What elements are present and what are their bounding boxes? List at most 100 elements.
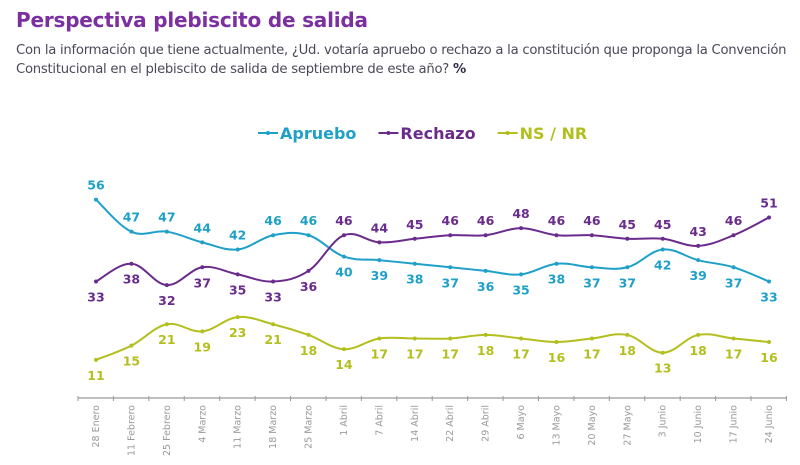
data-point-apruebo — [412, 261, 417, 266]
x-tick-label-10-junio: 10 Junio — [693, 405, 704, 444]
data-point-rechazo — [483, 233, 488, 238]
data-label-apruebo: 39 — [371, 268, 388, 283]
x-tick-label-7-abril: 7 Abril — [374, 405, 385, 436]
legend-item-rechazo: Rechazo — [378, 124, 476, 143]
data-label-rechazo: 48 — [512, 206, 529, 221]
data-label-rechazo: 46 — [442, 213, 460, 228]
data-point-rechazo — [271, 279, 276, 284]
chart-title: Perspectiva plebiscito de salida — [16, 8, 368, 32]
data-label-apruebo: 40 — [335, 265, 353, 280]
data-point-apruebo — [731, 265, 736, 270]
data-point-nsnr — [448, 336, 453, 341]
data-label-nsnr: 15 — [123, 354, 140, 369]
x-tick-label-18-marzo: 18 Marzo — [268, 405, 279, 449]
data-label-apruebo: 33 — [760, 290, 777, 305]
chart-subtitle: Con la información que tiene actualmente… — [16, 41, 796, 79]
data-point-nsnr — [483, 332, 488, 337]
data-point-nsnr — [377, 336, 382, 341]
data-label-rechazo: 32 — [158, 293, 175, 308]
data-point-apruebo — [94, 197, 98, 202]
x-tick-label-11-marzo: 11 Marzo — [233, 405, 244, 449]
subtitle-question: Con la información que tiene actualmente… — [16, 43, 787, 77]
data-label-rechazo: 45 — [654, 217, 671, 232]
data-label-nsnr: 17 — [406, 346, 423, 361]
data-label-apruebo: 38 — [406, 272, 423, 287]
data-point-nsnr — [94, 357, 98, 362]
data-point-nsnr — [554, 340, 559, 345]
data-point-apruebo — [554, 261, 559, 266]
data-label-nsnr: 21 — [264, 332, 281, 347]
data-point-rechazo — [696, 243, 701, 248]
x-tick-label-3-junio: 3 Junio — [658, 405, 669, 438]
data-label-rechazo: 33 — [264, 290, 281, 305]
data-point-apruebo — [341, 254, 346, 259]
data-label-rechazo: 46 — [725, 213, 743, 228]
data-label-apruebo: 47 — [123, 210, 140, 225]
data-point-nsnr — [200, 329, 205, 334]
data-label-nsnr: 17 — [583, 346, 600, 361]
unit-label: % — [453, 62, 466, 77]
data-label-apruebo: 38 — [548, 272, 565, 287]
data-point-apruebo — [519, 272, 524, 277]
data-label-rechazo: 36 — [300, 279, 318, 294]
x-tick-label-28-enero: 28 Enero — [91, 405, 102, 448]
data-point-rechazo — [731, 233, 736, 238]
x-tick-label-14-abril: 14 Abril — [410, 405, 421, 442]
x-tick-label-6-mayo: 6 Mayo — [516, 405, 527, 440]
legend-marker-icon — [386, 131, 391, 135]
series-nsnr — [94, 315, 771, 362]
data-label-apruebo: 47 — [158, 210, 175, 225]
x-tick-label-25-febrero: 25 Febrero — [162, 405, 173, 456]
series-lines — [94, 197, 771, 362]
data-label-nsnr: 16 — [760, 350, 778, 365]
data-label-rechazo: 46 — [477, 213, 495, 228]
data-point-rechazo — [306, 268, 311, 273]
data-point-rechazo — [519, 226, 524, 231]
data-label-nsnr: 17 — [442, 346, 459, 361]
data-point-nsnr — [767, 340, 771, 345]
x-tick-label-24-junio: 24 Junio — [764, 405, 775, 444]
data-point-apruebo — [129, 229, 134, 234]
x-tick-label-20-mayo: 20 Mayo — [587, 405, 598, 446]
data-point-apruebo — [377, 258, 382, 263]
data-label-rechazo: 46 — [548, 213, 566, 228]
data-point-apruebo — [483, 268, 488, 273]
data-label-nsnr: 13 — [654, 361, 671, 376]
data-label-rechazo: 38 — [123, 272, 140, 287]
data-point-apruebo — [306, 233, 311, 238]
data-label-nsnr: 23 — [229, 325, 246, 340]
data-point-nsnr — [306, 332, 311, 337]
series-line-nsnr — [95, 315, 770, 361]
data-label-nsnr: 18 — [689, 343, 706, 358]
data-label-nsnr: 14 — [335, 357, 353, 372]
data-point-nsnr — [412, 336, 417, 341]
data-point-nsnr — [164, 322, 169, 327]
data-point-rechazo — [94, 279, 98, 284]
data-label-nsnr: 21 — [158, 332, 175, 347]
data-label-apruebo: 37 — [583, 275, 600, 290]
x-axis: 28 Enero 11 Febrero 25 Febrero 4 Marzo 11 Ma… — [77, 396, 787, 456]
data-point-apruebo — [164, 229, 169, 234]
data-point-apruebo — [660, 247, 665, 252]
data-label-apruebo: 42 — [654, 257, 671, 272]
data-label-nsnr: 18 — [477, 343, 494, 358]
data-point-rechazo — [448, 233, 453, 238]
x-tick-label-17-junio: 17 Junio — [729, 405, 740, 444]
data-label-apruebo: 35 — [512, 282, 529, 297]
legend-marker-icon — [505, 131, 510, 135]
data-point-rechazo — [341, 233, 346, 238]
data-point-rechazo — [660, 236, 665, 241]
data-point-rechazo — [767, 215, 771, 220]
data-point-nsnr — [731, 336, 736, 341]
data-point-nsnr — [625, 332, 630, 337]
data-label-nsnr: 19 — [194, 339, 211, 354]
data-label-apruebo: 36 — [477, 279, 495, 294]
data-label-rechazo: 46 — [335, 213, 353, 228]
data-point-rechazo — [164, 283, 169, 288]
data-point-nsnr — [235, 315, 240, 320]
data-label-nsnr: 18 — [619, 343, 636, 358]
data-point-rechazo — [129, 261, 134, 266]
data-label-nsnr: 18 — [300, 343, 317, 358]
data-point-nsnr — [696, 332, 701, 337]
data-point-rechazo — [554, 233, 559, 238]
